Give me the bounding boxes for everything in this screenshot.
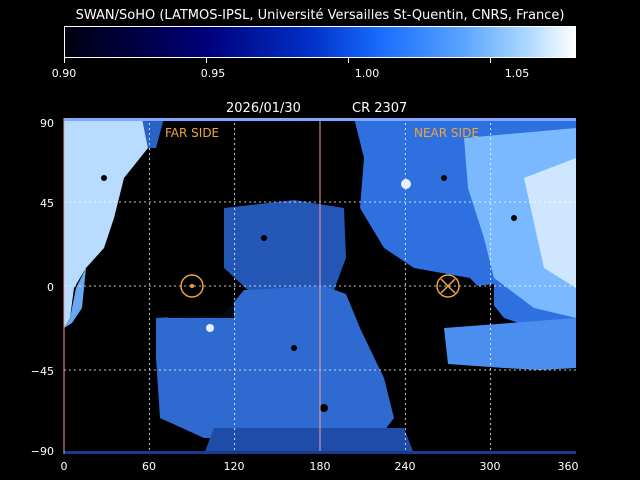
latitude-tick-label: 45 <box>40 197 54 210</box>
far-side-label: FAR SIDE <box>165 126 220 140</box>
near-side-label: NEAR SIDE <box>414 126 479 140</box>
colorbar-label: 0.90 <box>51 67 77 80</box>
date-label: 2026/01/30 <box>226 101 301 116</box>
near-side-lower-region <box>444 318 576 370</box>
map-title: SWAN/SoHO (LATMOS-IPSL, Université Versa… <box>75 8 565 23</box>
longitude-tick-label: 60 <box>142 460 156 473</box>
dark-speck <box>511 215 517 221</box>
colorbar-label: 1.05 <box>504 67 530 80</box>
colorbar-label: 0.95 <box>200 67 226 80</box>
dark-speck <box>261 235 267 241</box>
longitude-tick-label: 0 <box>60 460 68 473</box>
longitude-tick-label: 300 <box>479 460 501 473</box>
near-side-brightest-region <box>524 158 576 288</box>
longitude-tick-label: 120 <box>223 460 245 473</box>
colorbar-tick <box>348 58 349 63</box>
latitude-tick-label: 90 <box>40 117 54 130</box>
far-side-symbol <box>180 274 204 298</box>
colorbar-tick <box>64 58 65 63</box>
central-region-north <box>224 200 346 292</box>
central-region-bottom <box>204 428 414 454</box>
void <box>404 284 494 324</box>
colorbar-tick <box>206 58 207 63</box>
longitude-tick-label: 240 <box>394 460 416 473</box>
latitude-tick-label: −90 <box>30 445 54 458</box>
dark-speck <box>291 345 297 351</box>
map-bottom-border <box>64 451 576 454</box>
longitude-tick-label: 360 <box>557 460 579 473</box>
void <box>234 128 344 198</box>
far-side-circle <box>180 274 204 298</box>
dark-speck <box>441 175 447 181</box>
central-region-south <box>156 286 394 448</box>
latitude-tick-label: 0 <box>47 281 54 294</box>
dark-speck <box>320 404 328 412</box>
carrington-rotation-label: CR 2307 <box>352 101 408 116</box>
sky-map <box>63 118 576 454</box>
dim-patch <box>142 118 164 148</box>
void <box>494 368 576 454</box>
colorbar-tick <box>490 58 491 63</box>
near-side-cross <box>440 278 456 294</box>
dark-speck <box>101 175 107 181</box>
void <box>168 286 234 318</box>
near-side-symbol <box>436 274 460 298</box>
latitude-tick-label: −45 <box>30 365 54 378</box>
colorbar-label: 1.00 <box>354 67 380 80</box>
void <box>164 128 224 218</box>
colorbar <box>64 26 576 58</box>
bright-region-west-edge <box>64 268 86 328</box>
bright-speck <box>401 179 411 189</box>
bright-region-west <box>64 118 148 328</box>
near-side-circle <box>436 274 460 298</box>
map-top-border <box>64 118 576 121</box>
longitude-tick-label: 180 <box>309 460 331 473</box>
far-side-dot <box>190 284 194 288</box>
bright-speck <box>206 324 214 332</box>
